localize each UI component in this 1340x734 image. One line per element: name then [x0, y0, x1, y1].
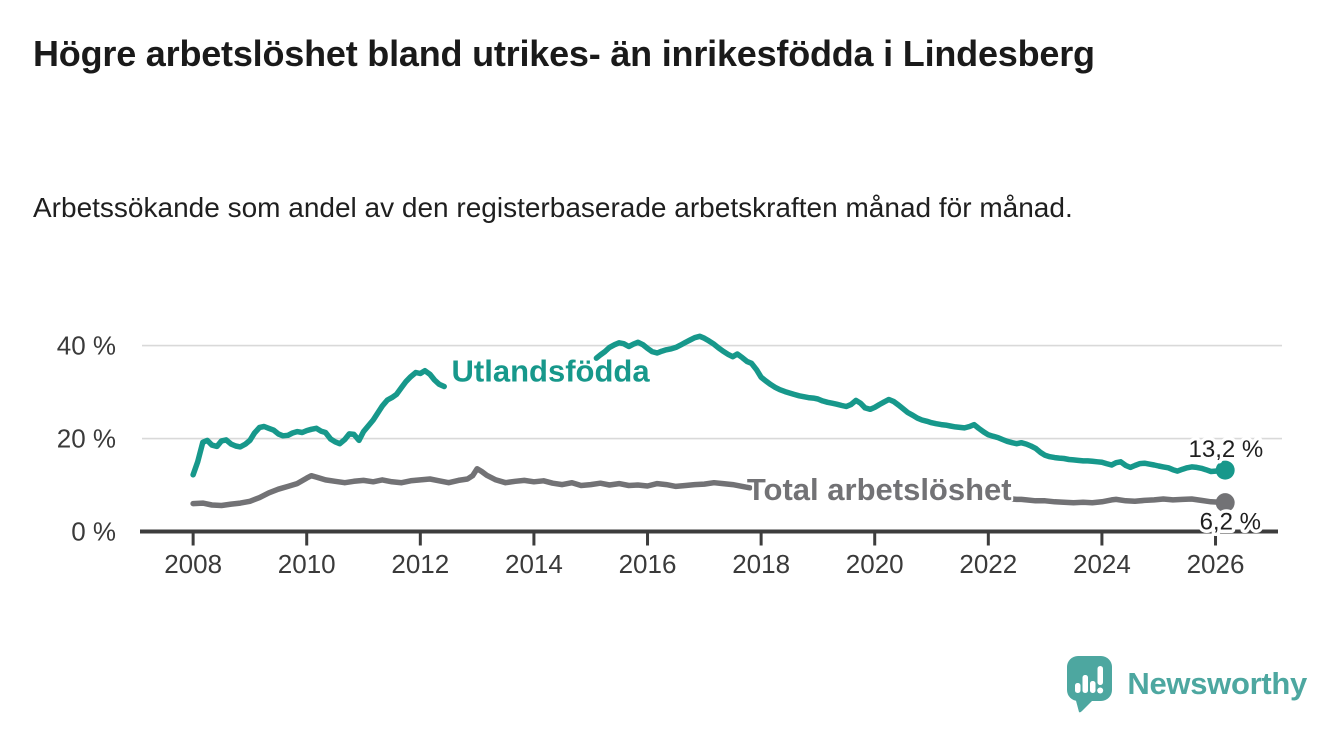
x-axis: 2008 2010 2012 2014 2016 2018 2020 2022 2024 2026 — [140, 529, 1278, 579]
bar-chart-speech-bubble-icon — [1067, 656, 1113, 713]
series-lines — [190, 333, 1235, 513]
end-labels: 13,2 % 6,2 % — [1185, 433, 1267, 540]
series-line — [190, 466, 753, 509]
x-tick-label: 2022 — [959, 549, 1017, 579]
x-tick-label: 2016 — [619, 549, 677, 579]
y-tick-label: 20 % — [57, 424, 116, 454]
gridlines — [142, 344, 1282, 440]
series-line — [593, 333, 1228, 475]
page-title: Högre arbetslöshet bland utrikes- än inr… — [33, 33, 1095, 74]
series-label: Utlandsfödda — [452, 353, 651, 388]
newsworthy-wordmark: Newsworthy — [1127, 666, 1307, 701]
x-tick-label: 2010 — [278, 549, 336, 579]
x-tick-label: 2026 — [1187, 549, 1245, 579]
newsworthy-logo: Newsworthy — [1066, 655, 1307, 713]
series-line — [190, 367, 447, 478]
x-tick-label: 2012 — [391, 549, 449, 579]
series-label: Total arbetslöshet — [747, 472, 1012, 507]
y-tick-label: 40 % — [57, 331, 116, 361]
end-value-label: 13,2 % — [1189, 436, 1264, 463]
x-tick-label: 2020 — [846, 549, 904, 579]
chart-subtitle: Arbetssökande som andel av den registerb… — [33, 192, 1073, 223]
x-tick-label: 2018 — [732, 549, 790, 579]
end-value-label: 6,2 % — [1200, 509, 1261, 536]
y-tick-label: 0 % — [71, 517, 116, 547]
series-line — [1009, 496, 1228, 506]
series-end-dot — [1215, 460, 1235, 480]
x-tick-label: 2014 — [505, 549, 563, 579]
y-axis: 0 % 20 % 40 % — [57, 331, 116, 547]
x-tick-label: 2024 — [1073, 549, 1131, 579]
series-end-dot — [1215, 493, 1235, 513]
x-tick-label: 2008 — [164, 549, 222, 579]
series-labels: Utlandsfödda Total arbetslöshet — [450, 351, 1014, 509]
